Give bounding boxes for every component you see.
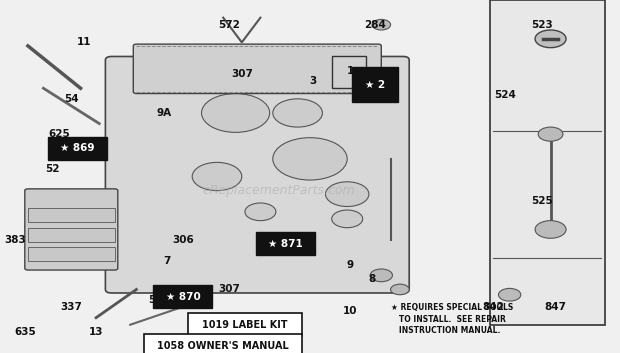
Text: 307: 307 <box>231 69 253 79</box>
Text: 54: 54 <box>64 94 79 104</box>
Bar <box>490 0 604 325</box>
FancyBboxPatch shape <box>25 189 118 270</box>
Circle shape <box>192 162 242 191</box>
Text: 524: 524 <box>494 90 516 100</box>
Bar <box>28 228 115 242</box>
Circle shape <box>273 99 322 127</box>
Circle shape <box>370 269 392 282</box>
Text: 523: 523 <box>531 20 554 30</box>
Text: 3: 3 <box>384 90 391 100</box>
Text: 383: 383 <box>4 235 27 245</box>
Circle shape <box>372 19 391 30</box>
Circle shape <box>326 182 369 207</box>
Bar <box>28 208 115 222</box>
Text: 1058 OWNER'S MANUAL: 1058 OWNER'S MANUAL <box>157 341 289 351</box>
FancyBboxPatch shape <box>48 137 107 160</box>
Text: 842: 842 <box>482 302 504 312</box>
Text: ★ 870: ★ 870 <box>166 292 200 301</box>
Text: ★ REQUIRES SPECIAL TOOLS
   TO INSTALL.  SEE REPAIR
   INSTRUCTION MANUAL.: ★ REQUIRES SPECIAL TOOLS TO INSTALL. SEE… <box>391 303 513 335</box>
Circle shape <box>498 288 521 301</box>
Circle shape <box>391 284 409 295</box>
Text: 635: 635 <box>14 327 36 337</box>
Text: eReplacementParts.com: eReplacementParts.com <box>203 184 355 197</box>
Text: 3: 3 <box>309 76 317 86</box>
Text: 10: 10 <box>343 306 358 316</box>
Text: 337: 337 <box>60 302 82 312</box>
Text: 8: 8 <box>368 274 376 284</box>
FancyBboxPatch shape <box>144 335 303 353</box>
Text: 306: 306 <box>172 235 194 245</box>
Circle shape <box>332 210 363 228</box>
Bar <box>28 247 115 261</box>
Text: 52: 52 <box>45 164 60 174</box>
Text: 525: 525 <box>531 196 554 206</box>
Circle shape <box>273 138 347 180</box>
Text: 11: 11 <box>76 37 91 47</box>
Text: 9: 9 <box>347 260 354 270</box>
FancyBboxPatch shape <box>352 67 398 102</box>
Text: 9A: 9A <box>157 108 172 118</box>
Text: 1019 LABEL KIT: 1019 LABEL KIT <box>202 320 288 330</box>
Text: 847: 847 <box>544 302 566 312</box>
FancyBboxPatch shape <box>105 56 409 293</box>
Circle shape <box>245 203 276 221</box>
Text: 7: 7 <box>164 256 171 266</box>
Text: ★ 871: ★ 871 <box>268 239 303 249</box>
Text: 284: 284 <box>364 20 386 30</box>
FancyBboxPatch shape <box>133 44 381 94</box>
Text: ★ 2: ★ 2 <box>365 80 385 90</box>
Text: ★ 869: ★ 869 <box>60 143 95 153</box>
FancyBboxPatch shape <box>187 313 303 336</box>
Bar <box>332 56 366 88</box>
FancyBboxPatch shape <box>256 232 315 255</box>
Text: 572: 572 <box>218 20 241 30</box>
Circle shape <box>538 127 563 141</box>
Text: 13: 13 <box>89 327 104 337</box>
Circle shape <box>535 221 566 238</box>
Text: 307: 307 <box>218 285 241 294</box>
Text: 1: 1 <box>347 66 354 76</box>
Circle shape <box>202 94 270 132</box>
FancyBboxPatch shape <box>153 285 212 308</box>
Text: 625: 625 <box>48 129 70 139</box>
Circle shape <box>535 30 566 48</box>
Text: 5: 5 <box>148 295 156 305</box>
